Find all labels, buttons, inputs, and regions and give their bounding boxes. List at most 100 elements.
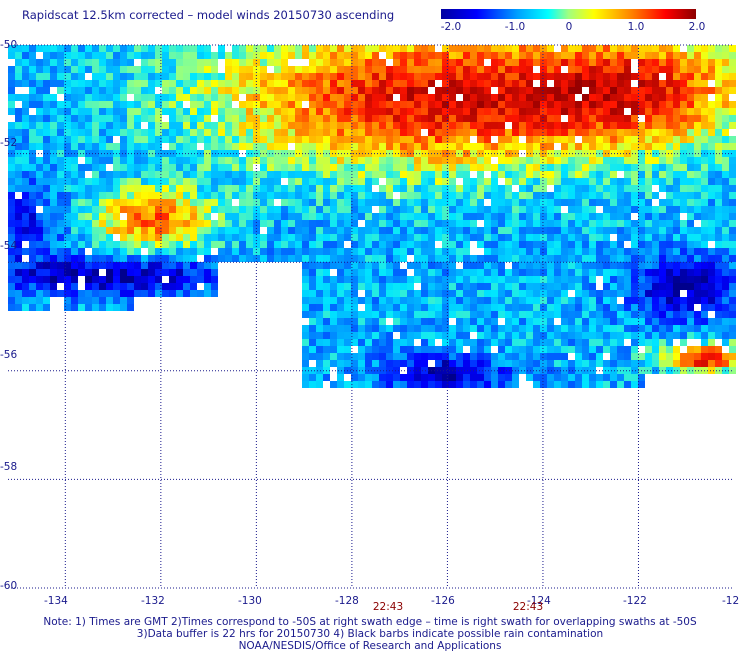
data-cell bbox=[505, 318, 512, 325]
data-cell bbox=[309, 80, 316, 87]
data-cell bbox=[680, 248, 687, 255]
data-cell bbox=[253, 199, 260, 206]
data-cell bbox=[246, 66, 253, 73]
data-cell bbox=[162, 262, 169, 269]
data-cell bbox=[456, 255, 463, 262]
data-cell bbox=[344, 66, 351, 73]
data-cell bbox=[393, 367, 400, 374]
data-cell bbox=[295, 129, 302, 136]
data-cell bbox=[141, 150, 148, 157]
data-cell bbox=[414, 101, 421, 108]
data-cell bbox=[407, 283, 414, 290]
data-cell bbox=[141, 66, 148, 73]
data-cell bbox=[582, 297, 589, 304]
data-cell bbox=[701, 199, 708, 206]
data-cell bbox=[78, 206, 85, 213]
data-cell bbox=[358, 360, 365, 367]
data-cell bbox=[344, 87, 351, 94]
data-cell bbox=[176, 94, 183, 101]
data-cell bbox=[575, 101, 582, 108]
data-cell bbox=[498, 213, 505, 220]
data-cell bbox=[155, 143, 162, 150]
data-cell bbox=[610, 157, 617, 164]
data-cell bbox=[414, 122, 421, 129]
data-cell bbox=[533, 45, 540, 52]
data-cell bbox=[708, 178, 715, 185]
data-cell bbox=[666, 143, 673, 150]
data-cell bbox=[302, 318, 309, 325]
data-cell bbox=[337, 136, 344, 143]
data-cell bbox=[64, 171, 71, 178]
data-cell bbox=[582, 311, 589, 318]
data-cell bbox=[302, 248, 309, 255]
data-cell bbox=[533, 255, 540, 262]
data-cell bbox=[365, 241, 372, 248]
data-cell bbox=[309, 220, 316, 227]
data-cell bbox=[379, 80, 386, 87]
data-cell bbox=[155, 108, 162, 115]
data-cell bbox=[295, 220, 302, 227]
data-cell bbox=[568, 276, 575, 283]
data-cell bbox=[120, 255, 127, 262]
data-cell bbox=[8, 178, 15, 185]
data-cell bbox=[435, 283, 442, 290]
data-cell bbox=[512, 108, 519, 115]
data-cell bbox=[547, 94, 554, 101]
data-cell bbox=[561, 304, 568, 311]
data-cell bbox=[435, 346, 442, 353]
data-cell bbox=[715, 311, 722, 318]
data-cell bbox=[43, 234, 50, 241]
data-cell bbox=[610, 374, 617, 381]
data-cell bbox=[239, 59, 246, 66]
data-cell bbox=[29, 45, 36, 52]
data-cell bbox=[337, 332, 344, 339]
data-cell bbox=[659, 59, 666, 66]
data-cell bbox=[190, 143, 197, 150]
data-cell bbox=[421, 94, 428, 101]
data-cell bbox=[113, 185, 120, 192]
data-cell bbox=[442, 213, 449, 220]
data-cell bbox=[477, 290, 484, 297]
data-cell bbox=[386, 241, 393, 248]
data-cell bbox=[239, 213, 246, 220]
data-cell bbox=[386, 325, 393, 332]
data-cell bbox=[267, 122, 274, 129]
data-cell bbox=[589, 80, 596, 87]
data-cell bbox=[302, 199, 309, 206]
data-cell bbox=[498, 255, 505, 262]
data-cell bbox=[302, 80, 309, 87]
data-cell bbox=[652, 227, 659, 234]
data-cell bbox=[407, 66, 414, 73]
data-cell bbox=[162, 206, 169, 213]
data-cell bbox=[610, 262, 617, 269]
data-cell bbox=[330, 122, 337, 129]
data-cell bbox=[15, 150, 22, 157]
data-cell bbox=[155, 52, 162, 59]
data-cell bbox=[190, 52, 197, 59]
data-cell bbox=[519, 136, 526, 143]
data-cell bbox=[15, 283, 22, 290]
data-cell bbox=[344, 262, 351, 269]
data-cell bbox=[337, 297, 344, 304]
data-cell bbox=[512, 59, 519, 66]
data-cell bbox=[491, 241, 498, 248]
data-cell bbox=[470, 192, 477, 199]
data-cell bbox=[127, 80, 134, 87]
data-cell bbox=[281, 122, 288, 129]
data-cell bbox=[701, 318, 708, 325]
data-cell bbox=[309, 360, 316, 367]
data-cell bbox=[722, 45, 729, 52]
data-cell bbox=[659, 80, 666, 87]
data-cell bbox=[176, 248, 183, 255]
data-cell bbox=[358, 255, 365, 262]
data-cell bbox=[92, 276, 99, 283]
data-cell bbox=[421, 59, 428, 66]
data-cell bbox=[708, 255, 715, 262]
data-cell bbox=[78, 199, 85, 206]
data-cell bbox=[141, 164, 148, 171]
data-cell bbox=[547, 52, 554, 59]
data-cell bbox=[295, 94, 302, 101]
data-cell bbox=[456, 360, 463, 367]
data-cell bbox=[337, 87, 344, 94]
data-cell bbox=[330, 164, 337, 171]
